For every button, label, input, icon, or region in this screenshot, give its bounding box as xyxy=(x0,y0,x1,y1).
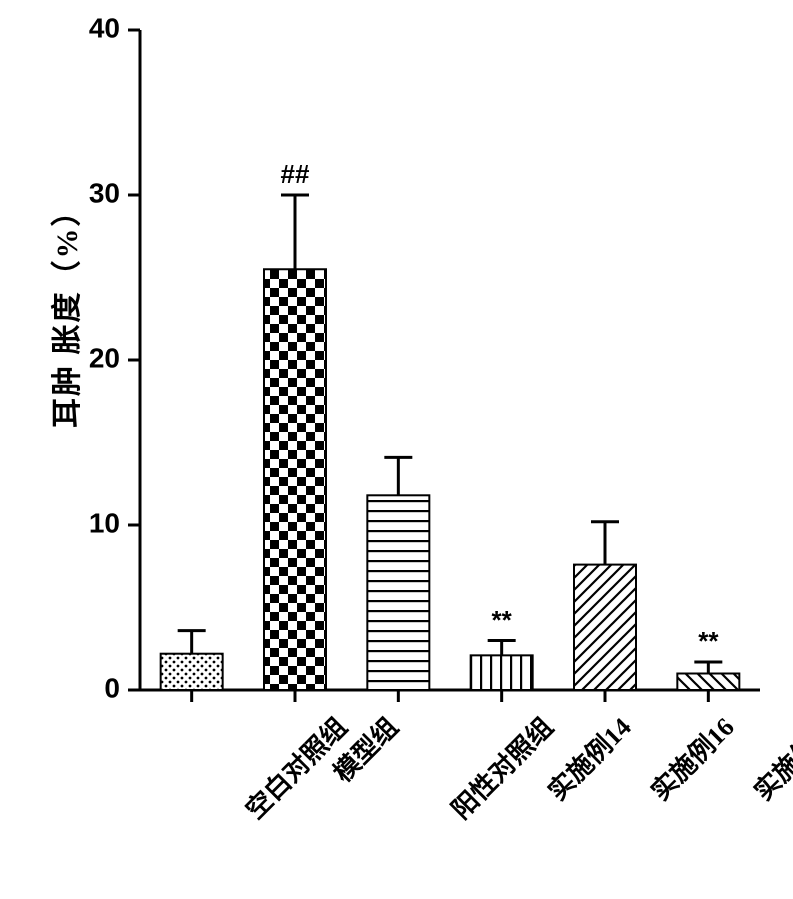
bar-annotation: ## xyxy=(281,159,310,190)
svg-text:0: 0 xyxy=(104,672,120,703)
bar xyxy=(161,654,223,690)
chart-container: 010203040 耳肿 胀度（%） 空白对照组##模型组阳性对照组**实施例1… xyxy=(0,0,793,899)
svg-text:30: 30 xyxy=(89,177,120,208)
bar xyxy=(264,269,326,690)
bar-annotation: ** xyxy=(492,605,512,636)
y-axis-title: 耳肿 胀度（%） xyxy=(42,194,86,428)
bar-annotation: ** xyxy=(698,626,718,657)
bar xyxy=(471,655,533,690)
bar xyxy=(367,495,429,690)
bar xyxy=(677,674,739,691)
svg-text:20: 20 xyxy=(89,342,120,373)
bar xyxy=(574,565,636,690)
svg-text:10: 10 xyxy=(89,507,120,538)
svg-text:40: 40 xyxy=(89,12,120,43)
